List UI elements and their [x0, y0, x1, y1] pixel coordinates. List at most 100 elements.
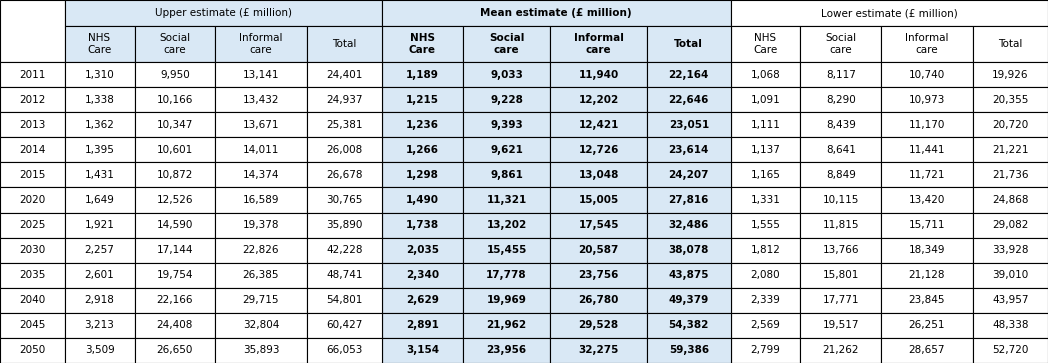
Text: 17,778: 17,778 — [486, 270, 527, 280]
Text: 10,601: 10,601 — [157, 145, 193, 155]
Bar — [0, 162, 65, 187]
Text: 2,629: 2,629 — [406, 295, 439, 305]
Bar — [134, 237, 215, 263]
Text: 1,091: 1,091 — [750, 95, 781, 105]
Text: 2,257: 2,257 — [85, 245, 114, 255]
Bar — [647, 288, 730, 313]
Bar — [215, 26, 307, 62]
Text: 1,165: 1,165 — [750, 170, 781, 180]
Text: 1,111: 1,111 — [750, 120, 781, 130]
Bar — [134, 263, 215, 288]
Text: 19,517: 19,517 — [823, 321, 859, 330]
Bar — [463, 212, 550, 237]
Bar — [0, 212, 65, 237]
Bar — [801, 162, 881, 187]
Bar — [0, 313, 65, 338]
Bar — [973, 137, 1048, 162]
Bar — [215, 338, 307, 363]
Text: Total: Total — [998, 39, 1023, 49]
Bar — [801, 212, 881, 237]
Bar — [801, 62, 881, 87]
Text: 1,921: 1,921 — [85, 220, 114, 230]
Text: 52,720: 52,720 — [992, 346, 1028, 355]
Bar — [65, 313, 134, 338]
Bar — [215, 187, 307, 212]
Bar — [65, 288, 134, 313]
Text: 9,621: 9,621 — [490, 145, 523, 155]
Text: Total: Total — [674, 39, 703, 49]
Bar — [0, 62, 65, 87]
Text: Social
care: Social care — [488, 33, 524, 55]
Text: 29,082: 29,082 — [992, 220, 1028, 230]
Bar — [973, 212, 1048, 237]
Bar — [0, 112, 65, 137]
Text: 8,641: 8,641 — [826, 145, 856, 155]
Bar — [134, 62, 215, 87]
Text: 21,221: 21,221 — [992, 145, 1028, 155]
Text: 1,310: 1,310 — [85, 70, 114, 79]
Text: 1,236: 1,236 — [406, 120, 439, 130]
Text: 13,141: 13,141 — [243, 70, 279, 79]
Text: 54,382: 54,382 — [669, 321, 709, 330]
Bar — [730, 26, 801, 62]
Text: 15,801: 15,801 — [823, 270, 859, 280]
Bar — [383, 162, 463, 187]
Text: 11,441: 11,441 — [909, 145, 945, 155]
Bar — [550, 62, 647, 87]
Text: 59,386: 59,386 — [669, 346, 708, 355]
Bar — [0, 338, 65, 363]
Bar — [215, 313, 307, 338]
Text: 35,890: 35,890 — [326, 220, 363, 230]
Text: 32,486: 32,486 — [669, 220, 709, 230]
Bar — [463, 187, 550, 212]
Text: 12,421: 12,421 — [578, 120, 619, 130]
Text: 12,726: 12,726 — [578, 145, 619, 155]
Text: 2,035: 2,035 — [406, 245, 439, 255]
Text: Mean estimate (£ million): Mean estimate (£ million) — [480, 8, 632, 18]
Bar — [647, 112, 730, 137]
Text: 9,033: 9,033 — [490, 70, 523, 79]
Bar — [134, 288, 215, 313]
Text: 1,338: 1,338 — [85, 95, 114, 105]
Text: 1,555: 1,555 — [750, 220, 781, 230]
Text: 24,868: 24,868 — [992, 195, 1028, 205]
Text: Informal
care: Informal care — [573, 33, 624, 55]
Text: 2014: 2014 — [19, 145, 45, 155]
Bar — [730, 263, 801, 288]
Text: 1,189: 1,189 — [406, 70, 439, 79]
Text: 15,005: 15,005 — [578, 195, 618, 205]
Bar — [973, 313, 1048, 338]
Bar — [0, 288, 65, 313]
Text: 2020: 2020 — [19, 195, 45, 205]
Text: 14,590: 14,590 — [157, 220, 193, 230]
Text: 11,170: 11,170 — [909, 120, 945, 130]
Bar — [134, 112, 215, 137]
Text: 54,801: 54,801 — [326, 295, 363, 305]
Bar — [134, 26, 215, 62]
Bar — [881, 338, 973, 363]
Text: 2011: 2011 — [19, 70, 45, 79]
Text: NHS
Care: NHS Care — [87, 33, 112, 55]
Bar — [215, 62, 307, 87]
Text: 10,973: 10,973 — [909, 95, 945, 105]
Bar — [215, 288, 307, 313]
Bar — [647, 162, 730, 187]
Bar — [215, 263, 307, 288]
Text: 35,893: 35,893 — [243, 346, 279, 355]
Text: 26,251: 26,251 — [909, 321, 945, 330]
Text: 3,509: 3,509 — [85, 346, 114, 355]
Text: 19,378: 19,378 — [243, 220, 279, 230]
Text: 26,008: 26,008 — [326, 145, 363, 155]
Bar — [383, 26, 463, 62]
Text: 10,740: 10,740 — [909, 70, 945, 79]
Bar — [383, 263, 463, 288]
Text: 18,349: 18,349 — [909, 245, 945, 255]
Bar — [973, 288, 1048, 313]
Bar — [383, 237, 463, 263]
Text: 2,569: 2,569 — [750, 321, 781, 330]
Bar — [550, 187, 647, 212]
Bar — [881, 26, 973, 62]
Text: 13,671: 13,671 — [243, 120, 279, 130]
Text: 1,738: 1,738 — [406, 220, 439, 230]
Text: 8,849: 8,849 — [826, 170, 856, 180]
